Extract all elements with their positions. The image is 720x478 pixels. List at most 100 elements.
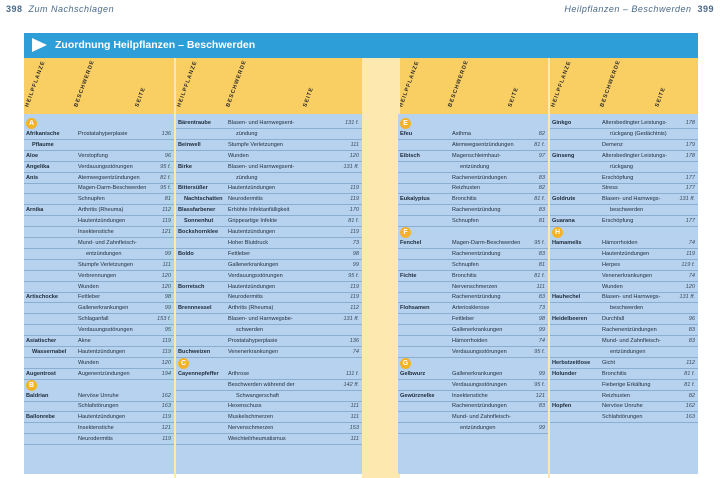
table-row: beschwerden — [550, 303, 698, 315]
table-row: Schlafstörungen 163 — [24, 401, 174, 413]
complaint-text: Gallenerkrankungen — [78, 305, 129, 312]
table-row: Rachenentzündung 83 — [398, 205, 548, 217]
column-header-page: SEITE — [302, 86, 316, 108]
complaint-text: Verdauungsstörungen — [452, 381, 507, 388]
column-header-plant: HEILPFLANZE — [176, 60, 199, 108]
page-reference: 98 — [538, 316, 545, 323]
complaint-text: Bronchitis — [452, 272, 477, 279]
page-reference: 153 — [349, 425, 359, 432]
complaint-text: Hautentzündungen — [78, 218, 126, 225]
page-reference: 83 — [538, 207, 545, 214]
table-row: Schnupfen 81 — [398, 260, 548, 271]
complaint-text: Grippeartige Infekte — [228, 218, 278, 225]
complaint-text: Gallenerkrankungen — [452, 327, 503, 334]
complaint-text: Schlafstörungen — [602, 414, 643, 421]
column-gutter — [362, 58, 398, 478]
complaint-text: Erschöpfung — [602, 218, 634, 225]
complaint-text: Nervenschmerzen — [452, 283, 498, 290]
complaint-text: Verstopfung — [78, 152, 108, 159]
column-header-band: HEILPFLANZE BESCHWERDE SEITE HEILPFLANZE BES… — [24, 58, 698, 114]
complaint-text: rückgang — [610, 163, 634, 170]
table-row: Asiatischer Akne 119 — [24, 336, 174, 347]
page-reference: 119 f. — [681, 261, 695, 268]
table-row: Blassfarbener Erhöhte Infektanfälligkeit 1… — [176, 205, 362, 217]
page-reference: 120 — [161, 283, 171, 290]
table-row: Eibisch Magenschleimhaut- 97 — [398, 151, 548, 162]
page-reference: 131 f. — [345, 120, 359, 126]
table-row: Bittersüßer Hautentzündungen 119 — [176, 183, 362, 195]
plant-name: Hopfen — [552, 403, 572, 410]
right-running-title: Heilpflanzen – Beschwerden — [564, 4, 692, 14]
page-reference: 82 — [538, 130, 545, 137]
complaint-text: Hautentzündungen — [228, 229, 276, 235]
table-row: Reizhusten 82 — [550, 391, 698, 402]
left-running-header: 398 Zum Nachschlagen — [6, 4, 114, 14]
table-row: Guarana Erschöpfung 177 — [550, 216, 698, 228]
page-reference: 74 — [538, 338, 545, 344]
table-row: Rachenentzündung 83 — [398, 249, 548, 260]
complaint-text: Bronchitis — [602, 370, 627, 377]
complaint-text: Schwangerschaft — [236, 392, 279, 399]
page-reference: 98 — [164, 294, 171, 301]
page-reference: 81 f. — [534, 272, 545, 279]
complaint-text: Neurodermitis — [228, 294, 263, 301]
page-reference: 121 — [161, 425, 171, 432]
page-reference: 163 — [685, 414, 695, 421]
table-row: Weichteilrheumatismus 111 — [176, 434, 362, 446]
plant-name: Bockshornklee — [178, 229, 219, 235]
page-reference: 119 — [686, 250, 695, 257]
complaint-text: Asthma — [452, 130, 471, 137]
page-reference: 177 — [685, 218, 695, 225]
table-row: Magen-Darm-Beschwerden 95 f. — [24, 183, 174, 195]
page-reference: 120 — [349, 152, 359, 159]
table-row: Gallenerkrankungen 99 — [24, 303, 174, 315]
page-reference: 119 — [162, 414, 171, 421]
page-reference: 162 — [161, 392, 171, 399]
page-reference: 177 — [685, 185, 695, 192]
complaint-text: rückgang (Gedächtnis) — [610, 130, 667, 137]
table-row: Verdauungsstörungen 95 — [24, 325, 174, 337]
plant-name: Beinwell — [178, 141, 201, 148]
page-reference: 95 f. — [534, 381, 545, 388]
plant-name: Sonnenhut — [184, 218, 214, 225]
table-row: Nervenschmerzen 153 — [176, 423, 362, 435]
page-reference: 119 — [162, 436, 171, 443]
table-row: Mund- und Zahnfleisch- — [24, 238, 174, 249]
page-reference: 96 — [688, 316, 695, 323]
table-column-4 — [550, 114, 698, 474]
page-reference: 81 f. — [684, 381, 695, 388]
page-reference: 111 — [162, 261, 171, 268]
column-header-complaint: BESCHWERDE — [599, 59, 623, 108]
complaint-text: Insektenstiche — [78, 229, 114, 235]
complaint-text: Schnupfen — [452, 218, 479, 225]
plant-name: Flohsamen — [400, 305, 430, 312]
complaint-text: Arteriosklerose — [452, 305, 490, 312]
table-title-bar: Zuordnung Heilpflanzen – Beschwerden — [24, 33, 698, 58]
plant-name: Blassfarbener — [178, 207, 216, 214]
complaint-text: Altersbedingter Leistungs- — [602, 120, 667, 126]
table-row: Eukalyptus Bronchitis 81 f. — [398, 194, 548, 206]
page-reference: 95 f. — [160, 185, 171, 192]
complaint-text: Gallenerkrankungen — [452, 370, 503, 377]
page-reference: 95 f. — [534, 348, 545, 355]
section-letter-badge: G — [400, 357, 411, 369]
plant-name: Fichte — [400, 272, 417, 279]
page-reference: 111 — [350, 141, 359, 148]
plant-name: Brennnessel — [178, 305, 212, 312]
table-row: Rachenentzündungen 83 — [398, 173, 548, 184]
table-row: entzündung — [398, 162, 548, 173]
page-reference: 99 — [164, 305, 171, 312]
complaint-text: Erhöhte Infektanfälligkeit — [228, 207, 290, 214]
plant-name: Fenchel — [400, 239, 422, 246]
table-row: Prostatahyperplasie 136 — [176, 336, 362, 347]
complaint-text: Fettleber — [228, 250, 251, 257]
plant-name: Heidelbeeren — [552, 316, 588, 323]
complaint-text: Mund- und Zahnfleisch- — [452, 414, 511, 421]
table-row: Buchweizen Venenerkrankungen 74 — [176, 347, 362, 358]
plant-name: Aloe — [26, 152, 39, 159]
plant-name: Ballonrebe — [26, 414, 55, 421]
page-reference: 99 — [538, 327, 545, 334]
column-header-page: SEITE — [507, 86, 521, 108]
column-header-complaint: BESCHWERDE — [447, 59, 471, 108]
page-reference: 119 — [350, 283, 359, 290]
